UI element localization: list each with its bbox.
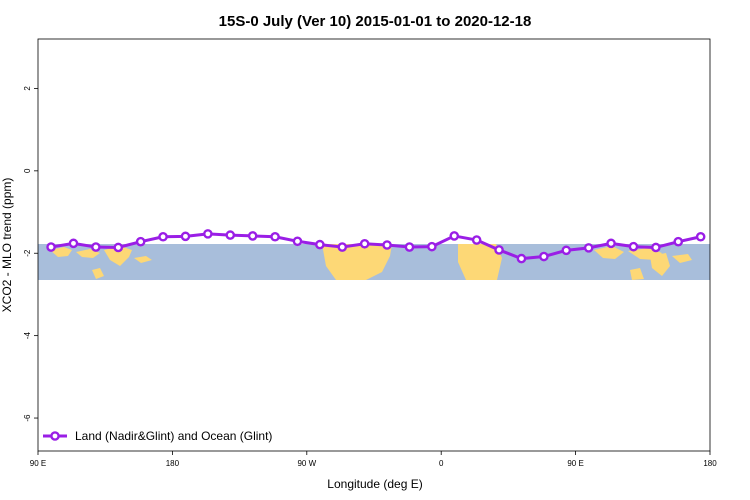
data-point bbox=[158, 231, 168, 242]
data-point bbox=[359, 238, 370, 249]
y-tick-label: -4 bbox=[23, 332, 32, 340]
land-shape bbox=[630, 268, 644, 280]
land-shape bbox=[50, 247, 72, 257]
data-point bbox=[68, 238, 79, 249]
data-point bbox=[91, 242, 101, 252]
data-point bbox=[651, 242, 661, 253]
data-point bbox=[427, 241, 437, 252]
land-shape bbox=[134, 256, 152, 263]
data-point bbox=[135, 236, 146, 247]
data-point bbox=[46, 242, 56, 252]
data-point bbox=[539, 251, 549, 262]
chart-title: 15S-0 July (Ver 10) 2015-01-01 to 2020-1… bbox=[219, 13, 532, 30]
data-point bbox=[583, 243, 594, 253]
x-tick-label: 90 W bbox=[297, 459, 316, 468]
data-point bbox=[471, 235, 482, 245]
y-tick-label: -6 bbox=[23, 414, 32, 422]
land-shape bbox=[650, 253, 670, 276]
data-point bbox=[606, 238, 616, 249]
data-point bbox=[449, 231, 460, 241]
data-point bbox=[494, 245, 504, 255]
data-point bbox=[516, 253, 527, 264]
y-axis: 2 0 -2 -4 -6 bbox=[23, 86, 38, 422]
data-point bbox=[628, 241, 639, 252]
y-tick-label: -2 bbox=[23, 249, 32, 257]
land-shape bbox=[104, 246, 132, 266]
data-point bbox=[203, 229, 213, 239]
data-point bbox=[404, 242, 415, 252]
y-tick-label: 0 bbox=[23, 168, 32, 173]
x-tick-label: 90 E bbox=[567, 459, 583, 468]
data-point bbox=[180, 231, 191, 242]
land-shape bbox=[322, 244, 392, 280]
data-point bbox=[270, 231, 280, 242]
data-point bbox=[225, 230, 236, 240]
land-shape bbox=[92, 268, 104, 279]
land-shape bbox=[594, 246, 624, 259]
x-tick-label: 0 bbox=[439, 459, 444, 468]
data-point bbox=[315, 239, 325, 250]
series-layer bbox=[46, 229, 706, 264]
x-axis: 90 E 180 90 W 0 90 E 180 bbox=[30, 451, 717, 468]
data-point bbox=[337, 242, 348, 252]
legend-label: Land (Nadir&Glint) and Ocean (Glint) bbox=[75, 429, 272, 443]
y-tick-label: 2 bbox=[23, 86, 32, 91]
data-point bbox=[695, 231, 706, 242]
data-point bbox=[673, 236, 684, 247]
land-shape bbox=[458, 244, 502, 280]
data-point bbox=[382, 240, 392, 250]
world-map-background bbox=[38, 244, 710, 280]
x-axis-label: Longitude (deg E) bbox=[327, 477, 422, 491]
legend: Land (Nadir&Glint) and Ocean (Glint) bbox=[43, 429, 272, 443]
data-point bbox=[292, 236, 303, 247]
x-tick-label: 180 bbox=[166, 459, 180, 468]
data-point bbox=[247, 231, 258, 241]
plot-frame bbox=[37, 38, 711, 452]
x-tick-label: 90 E bbox=[30, 459, 46, 468]
x-tick-label: 180 bbox=[703, 459, 717, 468]
data-point bbox=[113, 242, 124, 253]
y-axis-label: XCO2 - MLO trend (ppm) bbox=[0, 178, 14, 313]
land-shape bbox=[672, 254, 692, 263]
legend-marker bbox=[50, 431, 60, 441]
data-point bbox=[561, 245, 572, 256]
